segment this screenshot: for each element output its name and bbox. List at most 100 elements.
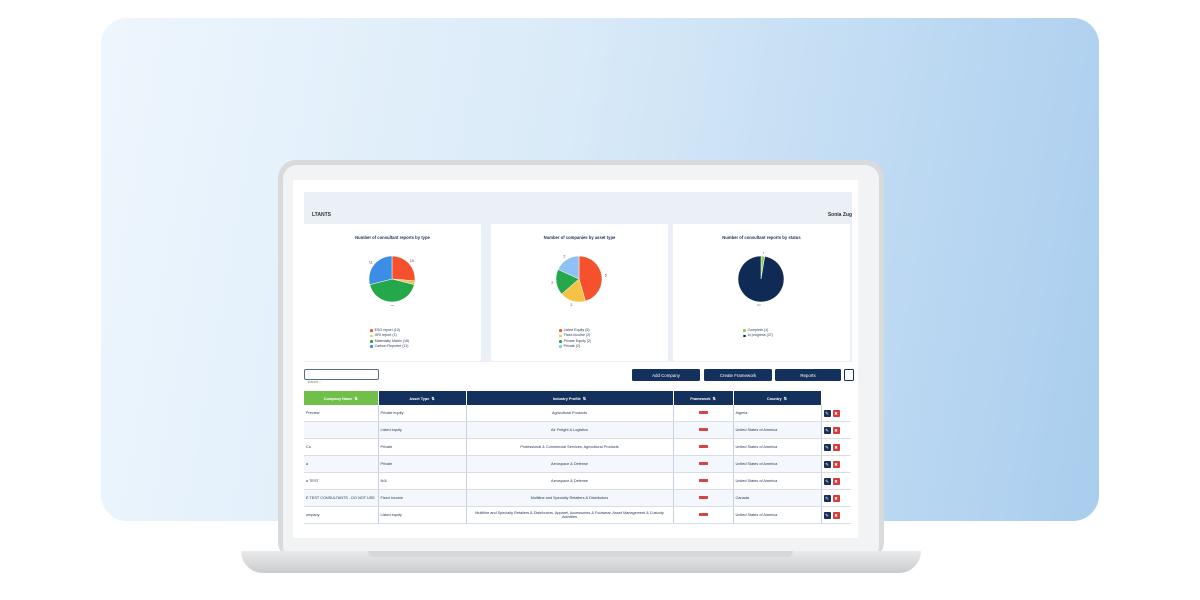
legend-label: Fixed income (2) — [563, 333, 591, 338]
framework-badge[interactable] — [698, 444, 708, 449]
legend-item[interactable]: Private Equity (2) — [559, 339, 591, 344]
legend-dot-icon — [370, 345, 373, 348]
table-row[interactable]: ompany Listed equity Multiline and Special… — [304, 506, 851, 524]
sort-icon[interactable]: ⇅ — [431, 395, 435, 401]
laptop-screen: LTANTS Sonia Zug Number of consultant re… — [293, 180, 858, 538]
company-name-cell: Preview — [304, 405, 379, 422]
sort-icon[interactable]: ⇅ — [783, 395, 787, 401]
delete-button[interactable]: ✖ — [832, 409, 840, 417]
framework-cell — [673, 472, 734, 490]
asset-type-cell: Private — [378, 438, 467, 456]
edit-icon: ✎ — [825, 427, 829, 433]
legend-item[interactable]: Listed Equity (5) — [559, 328, 591, 333]
actions-cell: ✎ ✖ — [821, 438, 851, 456]
edit-button[interactable]: ✎ — [823, 511, 831, 519]
table-row[interactable]: Co Private Professional & Commercial Servi… — [304, 438, 851, 456]
search-input[interactable] — [305, 377, 384, 386]
chart-card-reports-by-type: Number of consultant reports by type 10 1… — [304, 224, 481, 361]
table-row[interactable]: Listed equity Air Freight & Logistics Unit… — [304, 421, 851, 439]
sort-icon[interactable]: ⇅ — [582, 395, 587, 401]
edit-button[interactable]: ✎ — [823, 443, 831, 451]
legend-item[interactable]: Complete (1) — [743, 328, 773, 333]
laptop-notch — [368, 551, 793, 557]
pie-slice-esg-report[interactable] — [391, 255, 416, 282]
edit-icon: ✎ — [825, 478, 829, 484]
delete-button[interactable]: ✖ — [832, 494, 840, 502]
create-framework-button[interactable]: Create Framework — [704, 369, 772, 381]
edit-button[interactable]: ✎ — [823, 460, 831, 468]
column-header-actions — [821, 391, 852, 405]
companies-table: Company Name ⇅ Asset Type ⇅ Industry Profi… — [304, 391, 852, 524]
table-row[interactable]: Preview Private equity Agricultural Produc… — [304, 405, 851, 422]
pie-slice-in-progress[interactable] — [737, 255, 785, 303]
legend-item[interactable]: Carbon Reporter (11) — [370, 344, 409, 349]
actions-cell: ✎ ✖ — [821, 405, 851, 422]
edit-button[interactable]: ✎ — [823, 477, 831, 485]
pie-slice-carbon-reporter[interactable] — [368, 255, 393, 285]
legend-item[interactable]: ESG report (10) — [370, 328, 409, 333]
country-cell: United States of America — [733, 438, 822, 456]
pie-slice-private[interactable] — [557, 255, 580, 280]
legend-item[interactable]: Fixed income (2) — [559, 333, 591, 338]
edit-button[interactable]: ✎ — [823, 409, 831, 417]
pie-slice-materiality-matrix[interactable] — [369, 278, 415, 303]
legend-item[interactable]: Private (2) — [559, 344, 591, 349]
column-header-company-name[interactable]: Company Name ⇅ — [304, 391, 379, 405]
framework-badge[interactable] — [698, 478, 708, 483]
industry-profile-cell: Aerospace & Defense — [466, 455, 674, 473]
sort-icon[interactable]: ⇅ — [712, 395, 716, 401]
delete-button[interactable]: ✖ — [832, 477, 840, 485]
column-header-framework[interactable]: Framework ⇅ — [673, 391, 734, 405]
table-row[interactable]: a TEST N/A Aerospace & Defense United State… — [304, 472, 851, 490]
trash-icon: ✖ — [834, 512, 838, 518]
trash-icon: ✖ — [834, 495, 838, 501]
legend-label: Listed Equity (5) — [563, 328, 590, 332]
pie-data-label: 37 — [757, 304, 761, 306]
pie-data-label: 2 — [563, 255, 565, 259]
legend-dot-icon — [743, 334, 746, 338]
framework-badge[interactable] — [698, 495, 708, 500]
edit-button[interactable]: ✎ — [823, 426, 831, 434]
column-header-country[interactable]: Country ⇅ — [733, 391, 822, 405]
column-header-industry-profile[interactable]: Industry Profile ⇅ — [466, 391, 674, 405]
trash-icon: ✖ — [834, 444, 838, 450]
reports-button[interactable]: Reports — [775, 369, 841, 381]
trash-icon: ✖ — [834, 461, 838, 467]
delete-button[interactable]: ✖ — [832, 511, 840, 519]
actions-cell: ✎ ✖ — [821, 506, 851, 524]
legend-item[interactable]: Materiality Matrix (16) — [370, 339, 409, 344]
industry-profile-cell: Multiline and Specialty Retailers & Dist… — [466, 489, 674, 507]
legend-dot-icon — [370, 339, 373, 343]
trash-icon: ✖ — [834, 427, 838, 433]
user-name[interactable]: Sonia Zug — [827, 212, 852, 218]
legend-item[interactable]: In progress (37) — [743, 333, 773, 338]
delete-button[interactable]: ✖ — [832, 443, 840, 451]
framework-badge[interactable] — [698, 461, 708, 466]
country-cell: United States of America — [733, 421, 822, 439]
add-company-button[interactable]: Add Company — [632, 369, 700, 381]
edit-button[interactable]: ✎ — [823, 494, 831, 502]
framework-badge[interactable] — [698, 410, 708, 415]
column-header-asset-type[interactable]: Asset Type ⇅ — [378, 391, 467, 405]
pie-slice-listed-equity[interactable] — [578, 255, 603, 302]
edit-icon: ✎ — [825, 495, 829, 501]
industry-profile-cell: Professional & Commercial Services, Agri… — [466, 438, 674, 456]
legend-dot-icon — [559, 345, 562, 348]
pie-data-label: 16 — [390, 304, 394, 306]
more-button[interactable] — [844, 369, 854, 381]
pie-data-label: 2 — [570, 303, 572, 306]
chart-card-companies-by-asset: Number of companies by asset type 5 2 2 2 L… — [491, 224, 668, 361]
delete-button[interactable]: ✖ — [832, 460, 840, 468]
framework-badge[interactable] — [698, 512, 708, 517]
asset-type-cell: Listed equity — [378, 506, 467, 524]
search-box[interactable] — [304, 369, 384, 386]
sort-icon[interactable]: ⇅ — [354, 395, 358, 401]
delete-button[interactable]: ✖ — [832, 426, 840, 434]
table-row[interactable]: a Private Aerospace & Defense United States… — [304, 455, 851, 473]
framework-badge[interactable] — [698, 427, 708, 432]
table-row[interactable]: E TEST CONSULTANTS - DO NOT USE Fixed inc… — [304, 489, 851, 507]
chart-legend: ESG report (10) GRI report (1) Materiality… — [370, 328, 409, 349]
legend-dot-icon — [743, 329, 746, 332]
legend-item[interactable]: GRI report (1) — [370, 333, 409, 338]
edit-icon: ✎ — [825, 410, 829, 416]
